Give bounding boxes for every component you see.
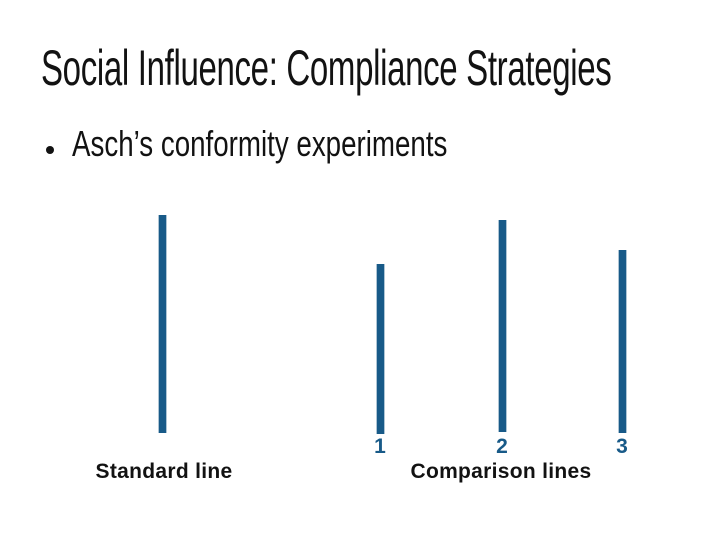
comparison-line-1-number: 1 bbox=[374, 435, 386, 458]
page-title: Social Influence: Compliance Strategies bbox=[41, 40, 612, 96]
standard-line-label: Standard line bbox=[95, 460, 233, 483]
comparison-lines-label: Comparison lines bbox=[410, 460, 592, 483]
comparison-line-3 bbox=[618, 250, 626, 433]
comparison-line-2-number: 2 bbox=[496, 435, 508, 458]
bullet-text: Asch’s conformity experiments bbox=[72, 123, 448, 164]
bullet-marker-icon bbox=[46, 146, 54, 154]
comparison-line-3-number: 3 bbox=[616, 435, 628, 458]
title-block: Social Influence: Compliance Strategies bbox=[41, 43, 720, 93]
bullet-item: Asch’s conformity experiments bbox=[46, 126, 560, 162]
comparison-line-1 bbox=[376, 264, 384, 434]
standard-line bbox=[158, 215, 166, 433]
comparison-line-2 bbox=[498, 220, 506, 432]
